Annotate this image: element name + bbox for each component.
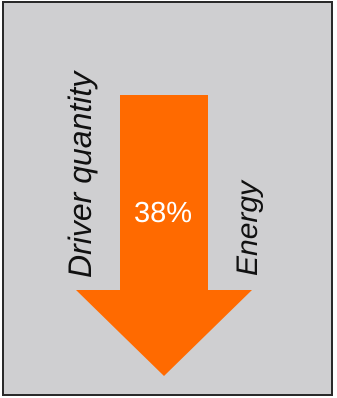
down-arrow-shape <box>76 95 252 376</box>
percentage-label: 38% <box>118 197 208 230</box>
driver-quantity-label: Driver quantity <box>62 72 99 278</box>
energy-label: Energy <box>231 181 265 276</box>
